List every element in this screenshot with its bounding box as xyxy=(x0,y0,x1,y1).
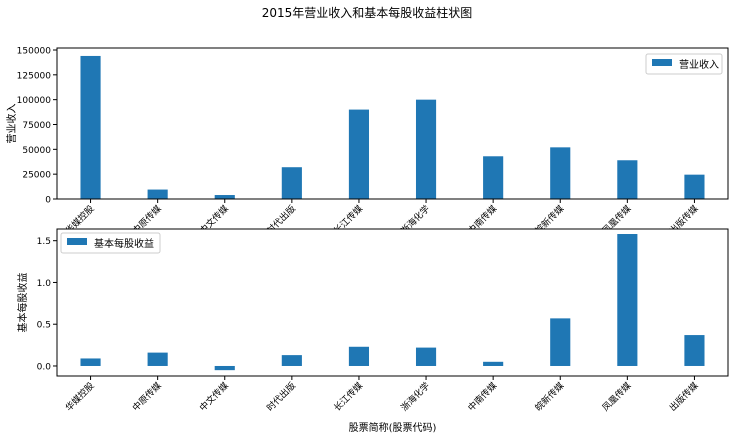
eps-bar-6 xyxy=(483,361,504,366)
revenue-y-tick-label-0: 0 xyxy=(45,196,51,206)
eps-y-tick-label-2: 1.0 xyxy=(37,279,52,289)
revenue-y-axis-label: 营业收入 xyxy=(5,104,18,144)
revenue-y-tick-label-5: 125000 xyxy=(17,71,52,81)
figure-title: 2015年营业收入和基本每股收益柱状图 xyxy=(262,5,473,20)
revenue-bar-3 xyxy=(281,167,302,199)
eps-y-tick-label-1: 0.5 xyxy=(37,321,51,331)
eps-x-tick-label-6: 中南传媒 xyxy=(465,380,499,414)
revenue-bar-8 xyxy=(617,160,638,199)
eps-x-tick-label-7: 皖新传媒 xyxy=(532,380,566,414)
revenue-y-ticks: 0 25000 50000 75000 100000 125000 150000 xyxy=(17,46,57,206)
eps-y-ticks: 0.0 0.5 1.0 1.5 xyxy=(37,237,57,372)
eps-x-tick-label-8: 凤凰传媒 xyxy=(600,380,634,414)
revenue-y-tick-label-6: 150000 xyxy=(17,46,52,56)
eps-bar-3 xyxy=(281,355,302,366)
revenue-legend-swatch xyxy=(652,59,672,66)
eps-x-tick-label-5: 浙海化学 xyxy=(398,380,432,414)
eps-bar-9 xyxy=(684,335,705,366)
revenue-chart: 华媒控股 中原传媒 中文传媒 时代出版 长江传媒 浙海化学 中南传媒 皖新传媒 凤凰传媒 出版传媒… xyxy=(5,46,729,237)
revenue-legend: 营业收入 xyxy=(645,53,723,75)
eps-bar-0 xyxy=(80,358,101,366)
eps-bars xyxy=(80,234,705,371)
revenue-y-tick-label-2: 50000 xyxy=(22,146,51,156)
eps-chart: 华媒控股 中原传媒 中文传媒 时代出版 长江传媒 浙海化学 中南传媒 皖新传媒 凤凰传媒 出版传媒… xyxy=(16,228,729,434)
revenue-plot-frame xyxy=(56,47,729,200)
eps-legend-label: 基本每股收益 xyxy=(94,237,154,250)
eps-x-tick-label-0: 华媒控股 xyxy=(63,380,97,414)
revenue-legend-label: 营业收入 xyxy=(679,58,719,71)
eps-x-tick-label-4: 长江传媒 xyxy=(331,380,365,414)
revenue-bar-6 xyxy=(483,156,504,199)
eps-bar-7 xyxy=(550,318,571,366)
revenue-bar-2 xyxy=(214,195,235,199)
eps-bar-8 xyxy=(617,234,638,366)
eps-bar-5 xyxy=(415,347,437,366)
revenue-bar-5 xyxy=(415,99,437,199)
eps-legend: 基本每股收益 xyxy=(60,232,161,254)
revenue-y-tick-label-1: 25000 xyxy=(22,171,51,181)
eps-plot-frame xyxy=(56,228,729,377)
eps-y-tick-label-3: 1.5 xyxy=(37,237,51,247)
revenue-bar-9 xyxy=(684,174,705,199)
eps-x-tick-label-9: 出版传媒 xyxy=(667,380,701,414)
eps-legend-swatch xyxy=(67,238,87,245)
revenue-bar-1 xyxy=(147,189,168,199)
eps-x-axis-label: 股票简称(股票代码) xyxy=(349,421,437,434)
eps-y-axis-label: 基本每股收益 xyxy=(16,273,29,333)
revenue-y-tick-label-4: 100000 xyxy=(17,96,52,106)
eps-bar-1 xyxy=(147,352,168,366)
eps-bar-4 xyxy=(348,346,370,366)
revenue-y-tick-label-3: 75000 xyxy=(22,121,51,131)
revenue-bar-4 xyxy=(348,109,370,199)
eps-y-tick-label-0: 0.0 xyxy=(37,362,52,372)
eps-panel-background xyxy=(57,229,728,376)
eps-x-ticks: 华媒控股 中原传媒 中文传媒 时代出版 长江传媒 浙海化学 中南传媒 皖新传媒 凤凰传媒 出版传媒 xyxy=(63,376,701,414)
eps-x-tick-label-1: 中原传媒 xyxy=(130,380,164,414)
revenue-bar-0 xyxy=(80,55,101,200)
revenue-bar-7 xyxy=(550,147,571,199)
revenue-bars xyxy=(80,55,705,200)
eps-bar-2 xyxy=(214,365,235,371)
eps-x-tick-label-2: 中文传媒 xyxy=(197,380,231,414)
eps-x-tick-label-3: 时代出版 xyxy=(264,380,298,414)
